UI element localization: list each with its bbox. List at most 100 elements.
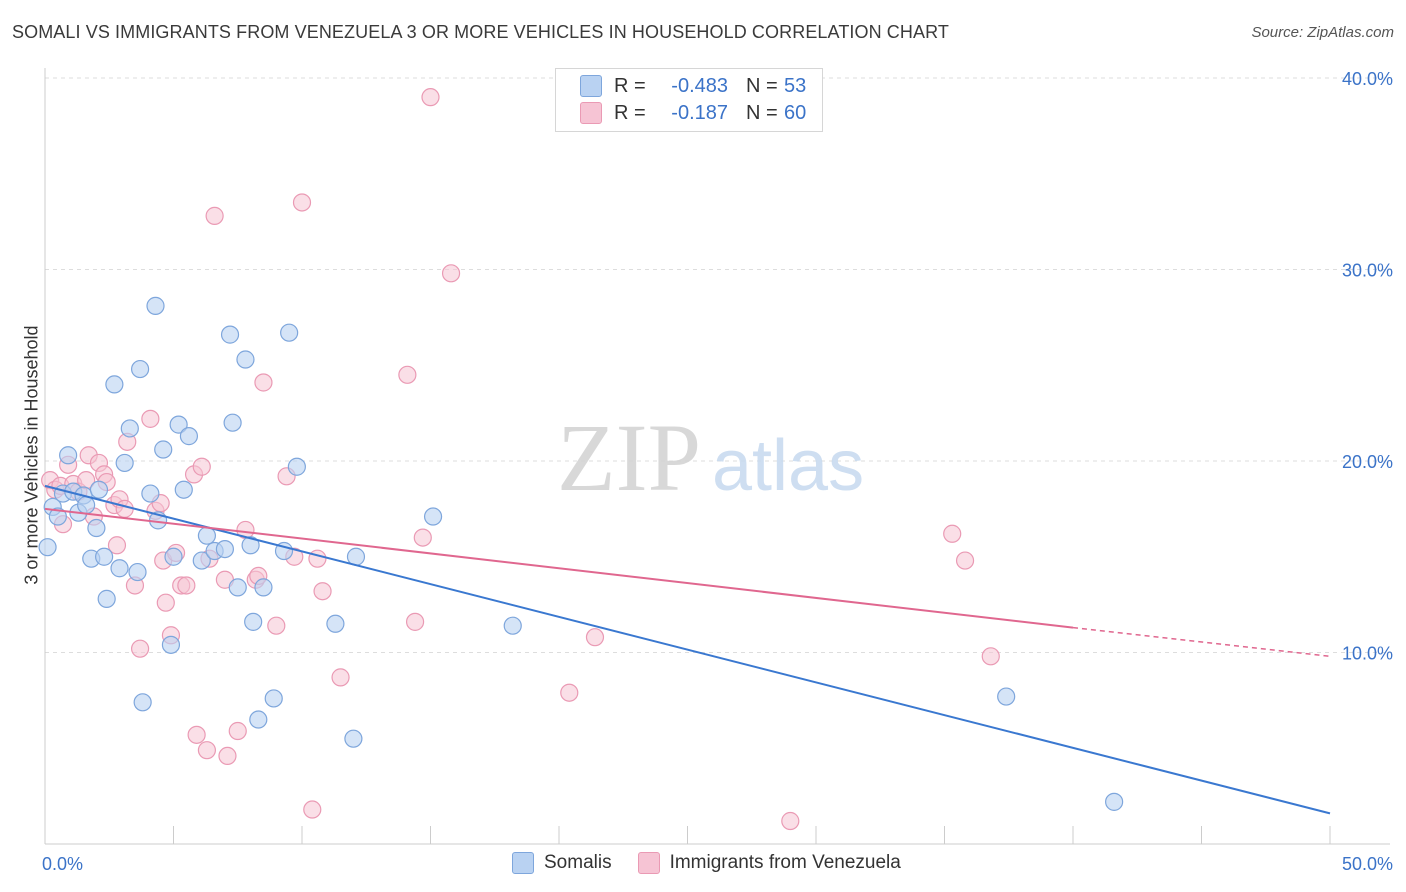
data-point-somalis [161, 635, 181, 654]
trend-line-venezuela-extension [1072, 626, 1331, 658]
legend-r-value-somalis: -0.483 [671, 74, 728, 97]
data-point-venezuela [267, 616, 286, 635]
legend-label-venezuela: Immigrants from Venezuela [669, 852, 901, 873]
legend-n-value-somalis: 53 [784, 74, 807, 97]
legend-r-value-venezuela: -0.187 [671, 101, 728, 124]
axes [44, 68, 1390, 845]
data-point-somalis [120, 419, 139, 438]
data-point-somalis [141, 484, 160, 503]
data-point-somalis [48, 507, 67, 526]
data-point-somalis [87, 518, 106, 538]
legend-item-venezuela[interactable]: Immigrants from Venezuela [637, 852, 901, 874]
data-point-somalis [105, 375, 124, 394]
data-point-venezuela [228, 721, 247, 741]
legend-r-label: R = [614, 74, 646, 97]
data-point-venezuela [421, 88, 440, 107]
data-point-somalis [133, 693, 152, 712]
legend-swatch-venezuela [580, 102, 602, 124]
chart-title: SOMALI VS IMMIGRANTS FROM VENEZUELA 3 OR… [12, 22, 949, 42]
y-tick-label: 20.0% [1342, 452, 1393, 472]
data-point-somalis [228, 578, 247, 597]
data-point-somalis [110, 559, 129, 578]
data-point-venezuela [254, 373, 273, 392]
data-point-venezuela [781, 811, 800, 831]
data-point-somalis [249, 710, 268, 729]
y-axis-label: 3 or more Vehicles in Household [21, 325, 42, 585]
data-point-somalis [95, 547, 114, 566]
legend-r-label: R = [614, 101, 646, 124]
data-point-venezuela [955, 551, 975, 570]
data-point-venezuela [218, 746, 237, 766]
data-point-venezuela [413, 528, 432, 547]
data-point-venezuela [187, 725, 206, 744]
legend-swatch-somalis [512, 852, 534, 874]
legend-n-label: N = [746, 101, 778, 124]
data-point-venezuela [205, 206, 224, 225]
data-point-venezuela [398, 365, 417, 384]
data-point-somalis [38, 538, 57, 557]
data-point-somalis [423, 507, 443, 526]
data-point-somalis [244, 612, 263, 631]
legend-n-value-venezuela: 60 [784, 101, 807, 124]
source-label: Source: ZipAtlas.com [1251, 24, 1394, 41]
watermark-zip: ZIP [557, 404, 701, 511]
data-point-somalis [287, 457, 306, 476]
trend-lines [44, 484, 1331, 815]
legend-swatch-somalis [580, 75, 602, 97]
data-point-somalis [326, 614, 345, 633]
data-point-somalis [59, 446, 78, 465]
y-tick-label: 30.0% [1342, 261, 1393, 281]
data-point-somalis [241, 536, 260, 555]
data-point-somalis [997, 687, 1016, 706]
x-tick-label: 50.0% [1342, 854, 1393, 874]
data-point-venezuela [130, 639, 150, 658]
data-point-somalis [264, 689, 283, 708]
data-point-somalis [128, 562, 147, 582]
trend-line-somalis [44, 484, 1331, 815]
data-point-venezuela [441, 264, 461, 283]
data-point-somalis [223, 413, 242, 432]
legend-row-venezuela: R = -0.187 N = 60 [580, 100, 806, 126]
data-point-venezuela [141, 409, 160, 428]
data-point-somalis [154, 440, 173, 459]
data-point-somalis [174, 480, 193, 499]
data-point-venezuela [197, 741, 217, 760]
legend-swatch-venezuela [637, 852, 660, 874]
data-point-venezuela [192, 457, 211, 476]
data-point-venezuela [331, 668, 350, 687]
y-tick-label: 40.0% [1342, 69, 1393, 89]
data-point-venezuela [943, 524, 962, 543]
legend-item-somalis[interactable]: Somalis [512, 852, 612, 874]
legend-label-somalis: Somalis [544, 852, 612, 873]
data-point-venezuela [981, 647, 1000, 666]
data-point-somalis [89, 480, 109, 499]
data-point-venezuela [313, 582, 332, 601]
data-point-somalis [97, 589, 116, 608]
data-point-somalis [220, 325, 240, 344]
data-point-somalis [236, 350, 255, 369]
data-point-venezuela [156, 593, 175, 612]
data-point-somalis [274, 541, 294, 561]
data-point-somalis [254, 578, 273, 597]
data-point-somalis [179, 427, 199, 446]
legend-n-label: N = [746, 74, 778, 97]
correlation-legend: R = -0.483 N = 53 R = -0.187 N = 60 [555, 68, 823, 132]
y-tick-label: 10.0% [1342, 644, 1393, 664]
data-point-venezuela [560, 683, 579, 702]
data-point-somalis [280, 323, 299, 342]
data-point-venezuela [308, 549, 327, 568]
data-point-venezuela [177, 576, 196, 595]
data-point-somalis [503, 616, 522, 635]
trend-line-venezuela [44, 507, 1074, 629]
data-point-somalis [169, 415, 188, 434]
data-point-somalis [1105, 792, 1124, 811]
watermark: ZIP atlas [557, 404, 864, 511]
data-point-somalis [344, 729, 363, 748]
data-point-venezuela [115, 499, 134, 518]
data-point-somalis [130, 359, 150, 379]
data-point-somalis [164, 547, 183, 566]
data-point-somalis [146, 296, 165, 315]
data-point-somalis [115, 453, 134, 473]
data-point-venezuela [107, 536, 127, 555]
